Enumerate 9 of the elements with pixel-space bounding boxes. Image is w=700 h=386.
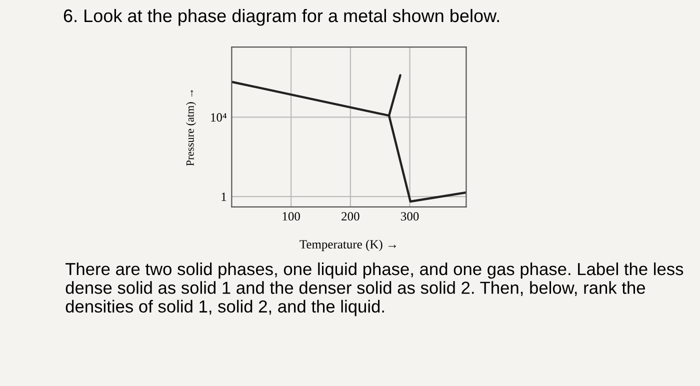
chart-title: 6. Look at the phase diagram for a metal shown below. <box>64 8 499 26</box>
x-axis-title: Temperature (K) → <box>300 240 396 252</box>
y-axis-title: Pressure (atm) → <box>186 90 196 166</box>
text: There are two solid phases, one liquid phase, and one gas phase. Label the less dense solid as solid 1 and the denser solid as solid 2. Then, below, rank the densities of solid 1, solid 2, and the liquid. <box>65 262 684 316</box>
y-tick-label: 1 <box>222 192 226 201</box>
y-tick-label: 10⁴ <box>211 113 226 122</box>
x-tick-label: 200 <box>342 212 360 221</box>
x-tick-label: 100 <box>282 212 300 221</box>
x-tick-label: 300 <box>401 212 419 221</box>
